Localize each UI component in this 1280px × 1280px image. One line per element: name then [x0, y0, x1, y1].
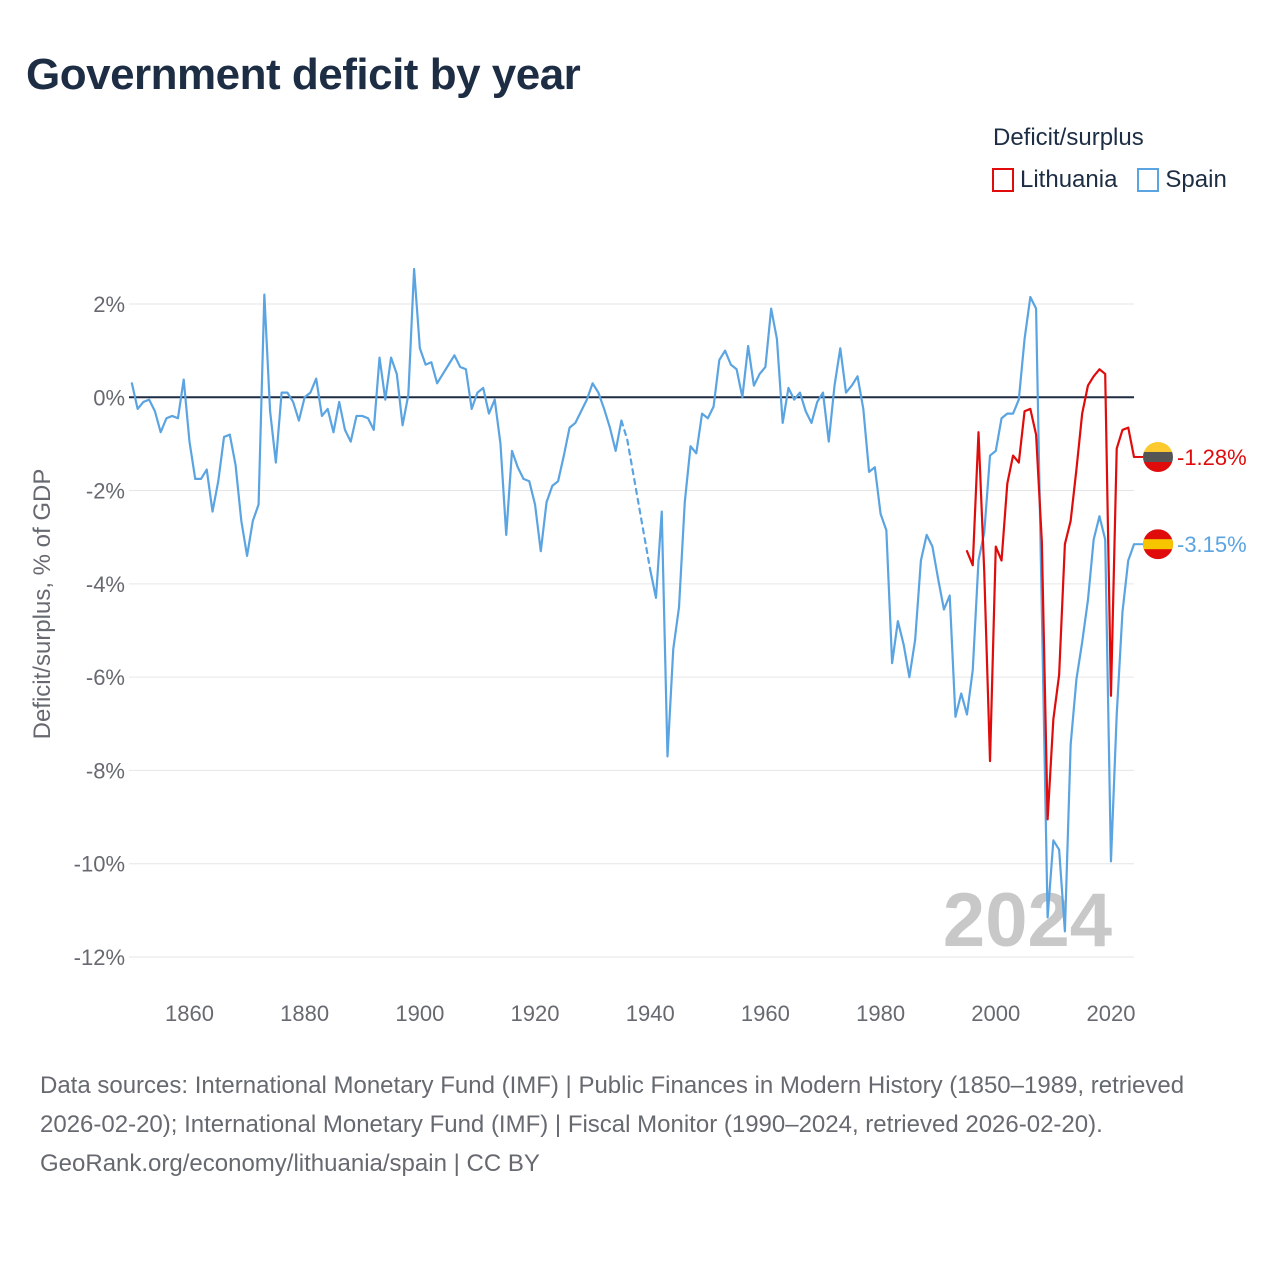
y-tick-label: -6% — [86, 665, 125, 690]
y-tick-label: -12% — [74, 945, 125, 970]
series-line-spain-dashed[interactable] — [620, 419, 652, 571]
x-tick-label: 2000 — [971, 1001, 1020, 1026]
x-tick-label: 1880 — [280, 1001, 329, 1026]
legend: Lithuania Spain — [992, 166, 1227, 194]
y-tick-label: 0% — [93, 385, 125, 410]
y-tick-label: -8% — [86, 758, 125, 783]
legend-item-lithuania[interactable]: Lithuania — [992, 166, 1117, 194]
legend-swatch-lithuania — [992, 168, 1014, 192]
flag-lithuania-icon — [1143, 441, 1173, 472]
series-end-markers: -3.15% -1.28% — [1134, 441, 1247, 560]
y-tick-label: -2% — [86, 479, 125, 504]
legend-title: Deficit/surplus — [993, 124, 1144, 151]
legend-item-spain[interactable]: Spain — [1137, 166, 1227, 194]
x-tick-label: 1940 — [626, 1001, 675, 1026]
x-tick-label: 1860 — [165, 1001, 214, 1026]
year-watermark: 2024 — [943, 878, 1112, 963]
legend-label-spain: Spain — [1165, 166, 1227, 193]
series-lines — [130, 267, 1136, 933]
end-label-spain: -3.15% — [1177, 532, 1247, 557]
end-label-lithuania: -1.28% — [1177, 445, 1247, 470]
chart-title: Government deficit by year — [26, 50, 581, 99]
y-axis-ticks: 2% 0% -2% -4% -6% -8% -10% -12% — [74, 292, 125, 970]
x-tick-label: 1900 — [395, 1001, 444, 1026]
flag-spain-icon — [1143, 529, 1173, 560]
footer: Data sources: International Monetary Fun… — [40, 1066, 1240, 1183]
series-line-lithuania[interactable] — [965, 368, 1136, 821]
x-tick-label: 1980 — [856, 1001, 905, 1026]
series-line-spain[interactable] — [130, 267, 623, 557]
line-chart: 2% 0% -2% -4% -6% -8% -10% -12% 1860 1880 1900 192… — [29, 267, 1247, 1026]
x-tick-label: 1960 — [741, 1001, 790, 1026]
legend-swatch-spain — [1137, 168, 1160, 192]
x-tick-label: 2020 — [1086, 1001, 1135, 1026]
x-axis-ticks: 1860 1880 1900 1920 1940 1960 1980 2000 2020 — [165, 1001, 1135, 1026]
legend-label-lithuania: Lithuania — [1020, 166, 1118, 193]
y-tick-label: 2% — [93, 292, 125, 317]
y-tick-label: -4% — [86, 572, 125, 597]
y-tick-label: -10% — [74, 852, 125, 877]
x-tick-label: 1920 — [511, 1001, 560, 1026]
y-axis-label: Deficit/surplus, % of GDP — [29, 469, 56, 740]
data-sources: Data sources: International Monetary Fun… — [40, 1072, 1185, 1138]
series-line-spain[interactable] — [649, 295, 1136, 933]
gridlines — [129, 303, 1134, 958]
credit-link[interactable]: GeoRank.org/economy/lithuania/spain | CC… — [40, 1150, 540, 1177]
